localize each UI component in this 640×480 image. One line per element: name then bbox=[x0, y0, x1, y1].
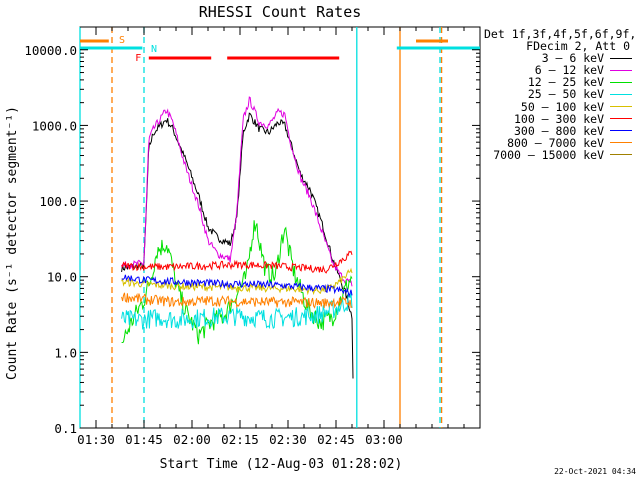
x-tick-label: 01:45 bbox=[125, 432, 163, 447]
legend-item: 50 – 100 keV bbox=[484, 99, 636, 114]
annotation-label-F: F bbox=[135, 53, 141, 64]
series-line-6 bbox=[121, 274, 353, 298]
x-tick-label: 03:00 bbox=[365, 432, 403, 447]
series-line-5 bbox=[121, 250, 353, 274]
annotation-label-S: S bbox=[119, 35, 125, 46]
x-tick-label: 02:30 bbox=[269, 432, 307, 447]
legend-header-line-1: Det 1f,3f,4f,5f,6f,9f, bbox=[484, 27, 637, 41]
legend-item: 3 – 6 keV bbox=[484, 52, 636, 64]
series-line-7 bbox=[121, 292, 353, 309]
series-line-2 bbox=[121, 220, 353, 345]
legend-label: 12 – 25 keV bbox=[527, 75, 604, 90]
annotation-label-N: N bbox=[151, 44, 157, 55]
legend: Det 1f,3f,4f,5f,6f,9f, FDecim 2, Att 0 3… bbox=[484, 28, 636, 161]
legend-swatch bbox=[610, 154, 632, 156]
legend-swatch bbox=[610, 106, 632, 108]
legend-rows: 3 – 6 keV 6 – 12 keV 12 – 25 keV 25 – 50 ke… bbox=[484, 52, 636, 161]
x-tick-label: 01:30 bbox=[77, 432, 115, 447]
legend-swatch bbox=[610, 118, 632, 120]
legend-label: 800 – 7000 keV bbox=[507, 135, 604, 150]
y-tick-label: 1.0 bbox=[54, 345, 77, 360]
legend-item: 800 – 7000 keV bbox=[484, 137, 636, 149]
legend-item: 7000 – 15000 keV bbox=[484, 149, 636, 161]
legend-label: 50 – 100 keV bbox=[520, 99, 604, 114]
y-tick-label: 0.1 bbox=[54, 421, 77, 436]
legend-label: 25 – 50 keV bbox=[527, 87, 604, 102]
legend-label: 7000 – 15000 keV bbox=[493, 147, 604, 162]
legend-swatch bbox=[610, 81, 632, 83]
x-tick-label: 02:15 bbox=[221, 432, 259, 447]
x-axis-label: Start Time (12-Aug-03 01:28:02) bbox=[160, 457, 403, 472]
legend-item: 100 – 300 keV bbox=[484, 113, 636, 125]
y-axis-label: Count Rate (s⁻¹ detector segment⁻¹) bbox=[5, 106, 20, 380]
y-tick-label: 10.0 bbox=[47, 270, 77, 285]
date-stamp: 22-Oct-2021 04:34 bbox=[554, 467, 636, 476]
series-line-0 bbox=[121, 112, 354, 379]
legend-label: 300 – 800 keV bbox=[513, 123, 604, 138]
legend-item: 25 – 50 keV bbox=[484, 87, 636, 102]
y-tick-label: 100.0 bbox=[39, 194, 77, 209]
legend-label: 6 – 12 keV bbox=[534, 63, 604, 78]
legend-label: 100 – 300 keV bbox=[513, 111, 604, 126]
legend-swatch bbox=[610, 142, 632, 144]
x-tick-label: 02:45 bbox=[317, 432, 355, 447]
plot-frame bbox=[79, 26, 481, 429]
chart-title: RHESSI Count Rates bbox=[199, 3, 362, 21]
x-tick-label: 02:00 bbox=[173, 432, 211, 447]
legend-swatch bbox=[610, 94, 632, 96]
legend-item: 6 – 12 keV bbox=[484, 64, 636, 76]
legend-swatch bbox=[610, 57, 632, 59]
legend-swatch bbox=[610, 130, 632, 132]
y-tick-label: 1000.0 bbox=[32, 118, 77, 133]
series-line-4 bbox=[121, 267, 353, 296]
legend-header-line-2: FDecim 2, Att 0 bbox=[526, 39, 630, 54]
legend-swatch bbox=[610, 69, 632, 71]
series-line-1 bbox=[121, 96, 353, 287]
legend-label: 3 – 6 keV bbox=[541, 51, 604, 66]
legend-item: 12 – 25 keV bbox=[484, 76, 636, 88]
y-tick-label: 10000.0 bbox=[24, 43, 77, 58]
legend-item: 300 – 800 keV bbox=[484, 125, 636, 137]
